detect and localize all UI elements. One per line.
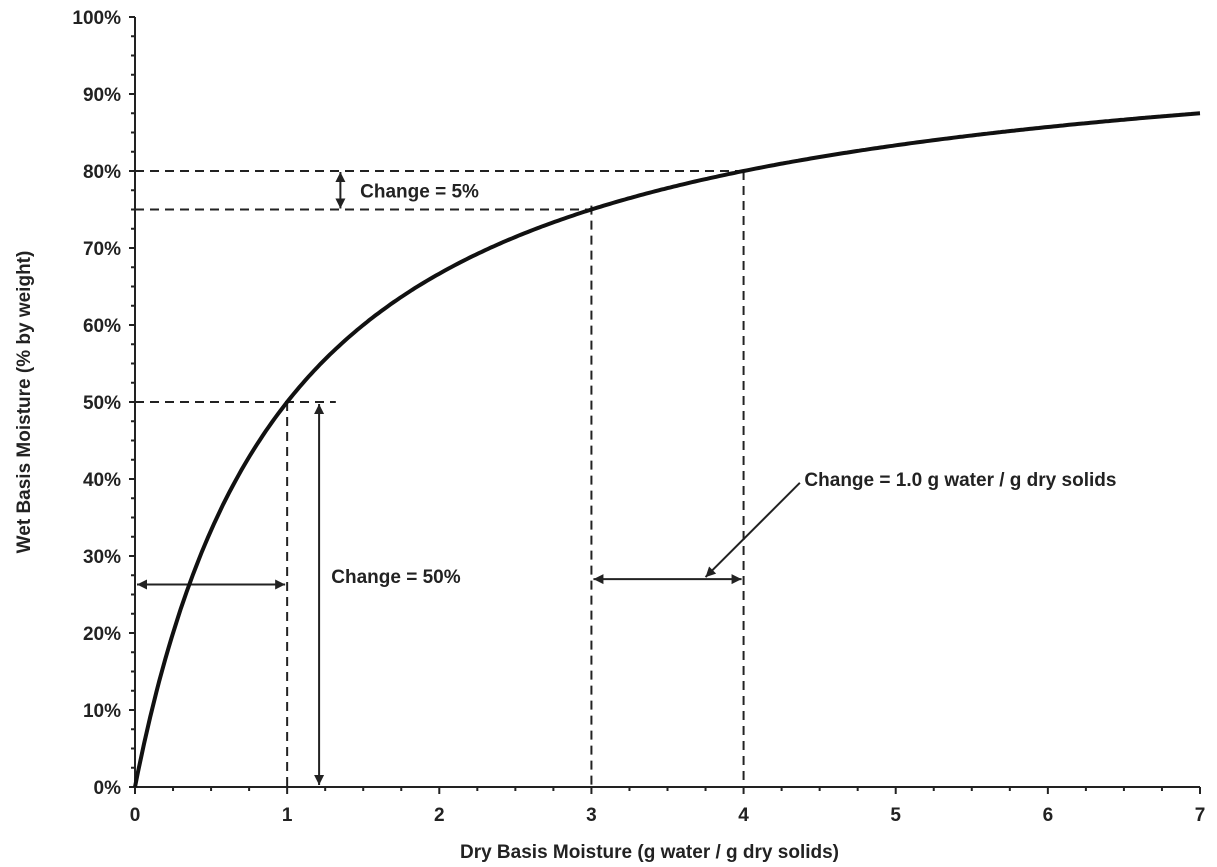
- y-tick-label: 50%: [83, 393, 121, 414]
- y-tick-label: 70%: [83, 239, 121, 260]
- arrow-dry-3-4-head-start: [593, 574, 604, 585]
- y-axis-title: Wet Basis Moisture (% by weight): [14, 251, 35, 554]
- y-tick-label: 40%: [83, 470, 121, 491]
- x-tick-label: 4: [738, 805, 749, 826]
- y-tick-label: 90%: [83, 85, 121, 106]
- change-arrows: [137, 172, 801, 785]
- y-axis-ticks: 0% 10% 20% 30% 40% 50% 60% 70% 80% 90% 100%: [72, 8, 135, 799]
- y-tick-label: 0%: [94, 778, 122, 799]
- arrow-dry-3-4-head-end: [731, 574, 742, 585]
- arrow-change-50-head-start: [314, 404, 325, 414]
- arrow-change-50-head-end: [314, 775, 325, 785]
- annotation-change-5: Change = 5%: [360, 181, 479, 202]
- x-axis-ticks: 0 1 2 3 4 5 6 7: [130, 787, 1206, 826]
- y-tick-label: 20%: [83, 624, 121, 645]
- y-tick-label: 10%: [83, 701, 121, 722]
- arrow-change-5-head-start: [335, 172, 346, 182]
- x-tick-label: 1: [282, 805, 293, 826]
- y-tick-label: 80%: [83, 162, 121, 183]
- y-tick-label: 100%: [72, 8, 121, 29]
- pointer-head: [705, 566, 717, 578]
- x-tick-label: 6: [1043, 805, 1054, 826]
- annotation-change-1g: Change = 1.0 g water / g dry solids: [804, 470, 1116, 491]
- x-tick-label: 7: [1195, 805, 1206, 826]
- arrow-dry-0-1-head-start: [137, 579, 147, 590]
- x-axis-title: Dry Basis Moisture (g water / g dry soli…: [460, 842, 839, 863]
- x-tick-label: 3: [586, 805, 597, 826]
- arrow-dry-0-1-head-end: [275, 579, 286, 590]
- x-tick-label: 2: [434, 805, 445, 826]
- guide-lines: [135, 170, 745, 787]
- y-tick-label: 60%: [83, 316, 121, 337]
- y-tick-label: 30%: [83, 547, 121, 568]
- x-tick-label: 5: [890, 805, 901, 826]
- x-tick-label: 0: [130, 805, 141, 826]
- arrow-change-5-head-end: [335, 198, 346, 209]
- annotation-change-50: Change = 50%: [331, 567, 460, 588]
- series-curve: [133, 111, 1201, 788]
- pointer-line: [704, 482, 801, 578]
